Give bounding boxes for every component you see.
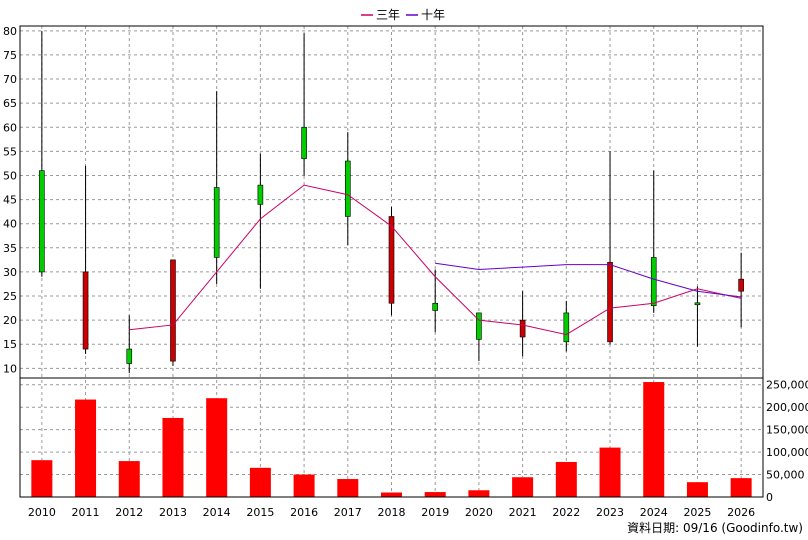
candle-body-2011 [82,271,89,350]
candle-body-2013 [170,259,176,362]
volume-bar-2018 [381,492,402,497]
price-tick-label: 65 [3,97,17,110]
candle-body-2018 [388,216,395,304]
candle-body-2023 [607,261,613,343]
x-tick-label: 2014 [203,506,231,519]
x-tick-label: 2011 [72,506,100,519]
grid-lines [20,26,763,497]
candle-body-2022 [563,312,570,343]
price-tick-label: 15 [3,338,17,351]
candlesticks [39,30,744,374]
x-tick-label: 2019 [421,506,449,519]
volume-tick-label: 250,000 [766,379,808,392]
candle-body-2016 [301,126,307,159]
volume-bar-2010 [31,460,53,497]
volume-bar-2014 [206,398,228,497]
candle-body-2019 [432,302,439,311]
volume-bar-2026 [730,478,752,497]
candle-body-2021 [519,319,526,338]
x-tick-label: 2015 [246,506,274,519]
x-tick-label: 2016 [290,506,318,519]
x-tick-label: 2025 [683,506,711,519]
price-tick-label: 10 [3,362,17,375]
legend-3yr-label: 三年 [376,8,400,22]
price-tick-label: 45 [3,194,17,207]
volume-tick-label: 100,000 [766,446,808,459]
volume-bar-2012 [118,461,140,497]
x-tick-label: 2024 [640,506,668,519]
price-tick-label: 25 [3,290,17,303]
plot-frames [19,25,764,498]
volume-tick-label: 150,000 [766,424,808,437]
price-tick-label: 55 [3,145,17,158]
volume-tick-label: 0 [766,491,773,504]
price-tick-label: 35 [3,242,17,255]
x-tick-label: 2021 [509,506,537,519]
candle-body-2020 [476,312,482,340]
volume-bar-2025 [686,482,708,497]
x-tick-label: 2026 [727,506,755,519]
price-tick-label: 30 [3,266,17,279]
candle-body-2017 [344,160,351,217]
line-series-10yr [435,262,742,298]
volume-bar-2013 [162,417,184,497]
volume-panel-frame [19,377,764,498]
x-tick-label: 2012 [115,506,143,519]
x-axis-ticks: 2010 2011 2012 2013 2014 2015 2016 2017 2018 2019… [28,506,755,519]
volume-bar-2021 [512,477,534,497]
price-tick-label: 40 [3,218,17,231]
candle-body-2024 [650,257,657,306]
data-date-credit: 資料日期: 09/16 (Goodinfo.tw) [627,521,803,535]
price-axis-ticks: 10 15 20 25 30 35 40 45 50 55 60 65 70 75 80 [3,25,17,376]
candle-body-2025 [694,302,701,306]
candle-body-2026 [738,278,744,292]
x-tick-label: 2023 [596,506,624,519]
price-tick-label: 60 [3,121,17,134]
price-tick-label: 80 [3,25,17,38]
x-tick-label: 2013 [159,506,187,519]
volume-axis-ticks: 0 50,000 100,000 150,000 200,000 250,000 [766,379,808,504]
x-tick-label: 2018 [378,506,406,519]
price-tick-label: 20 [3,314,17,327]
legend-10yr-label: 十年 [421,8,445,22]
volume-bar-2020 [468,490,490,497]
candle-body-2012 [126,348,133,364]
volume-bar-2011 [75,399,97,497]
volume-bar-2015 [249,467,271,497]
volume-bar-2019 [424,492,446,497]
price-tick-label: 70 [3,73,17,86]
volume-bar-2023 [599,447,621,497]
line-series-3yr [129,184,742,336]
moving-average-lines [129,184,742,336]
price-tick-label: 75 [3,49,17,62]
price-tick-label: 50 [3,169,17,182]
candle-body-2015 [257,184,264,205]
volume-tick-label: 50,000 [766,469,805,482]
x-tick-label: 2010 [28,506,56,519]
volume-bar-2017 [337,479,359,497]
volume-bars [31,382,752,497]
x-tick-label: 2022 [552,506,580,519]
candle-body-2014 [213,187,220,258]
volume-bar-2016 [293,474,315,497]
chart-legend: 三年 十年 [361,8,445,22]
x-tick-label: 2020 [465,506,493,519]
volume-bar-2022 [555,461,577,497]
candle-body-2010 [39,170,45,273]
volume-bar-2024 [643,382,665,497]
volume-tick-label: 200,000 [766,401,808,414]
x-tick-label: 2017 [334,506,362,519]
